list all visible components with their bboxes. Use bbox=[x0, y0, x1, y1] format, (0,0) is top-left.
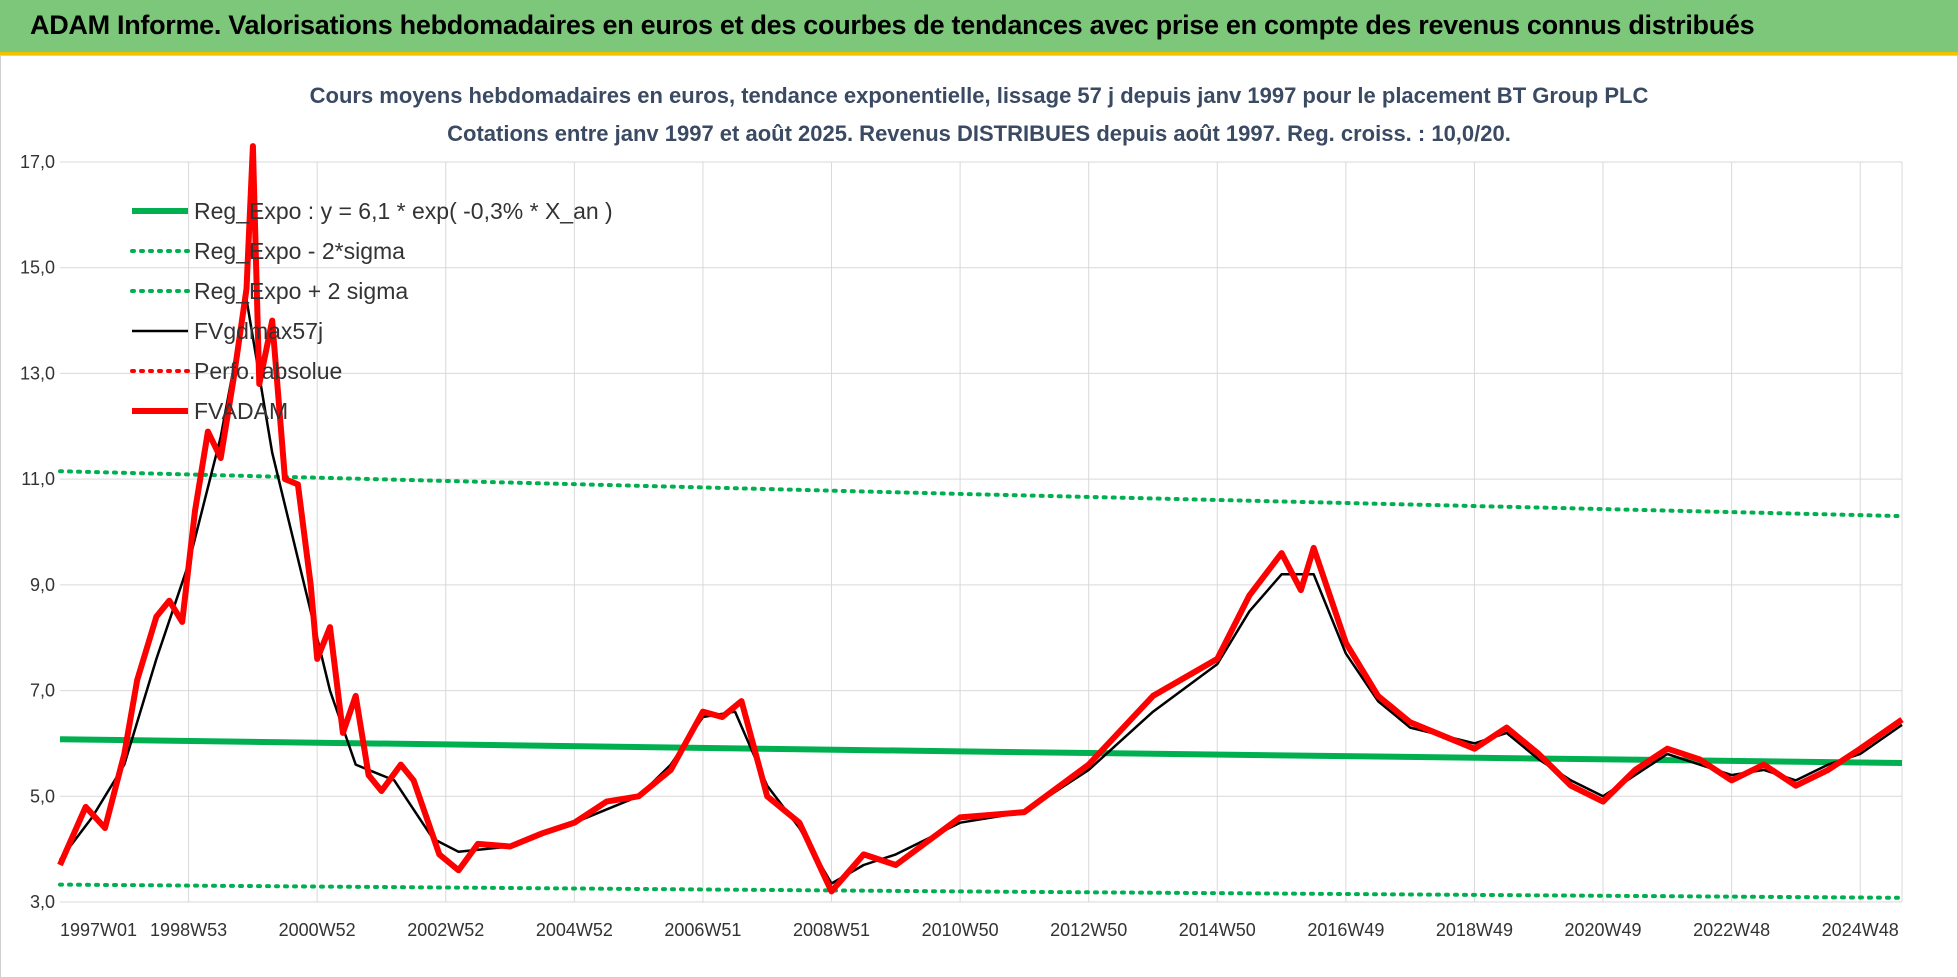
x-tick-label: 2008W51 bbox=[793, 920, 870, 940]
legend-item: Reg_Expo - 2*sigma bbox=[130, 231, 613, 271]
series-line-5 bbox=[57, 143, 1904, 895]
x-tick-label: 2014W50 bbox=[1179, 920, 1256, 940]
legend-swatch bbox=[130, 289, 190, 293]
chart-title: Cours moyens hebdomadaires en euros, ten… bbox=[309, 83, 1649, 108]
series-line-1 bbox=[58, 882, 1904, 900]
legend-item: FVADAM bbox=[130, 391, 613, 431]
series-line-0 bbox=[59, 736, 1903, 766]
legend-swatch bbox=[130, 369, 190, 373]
legend-label: FVADAM bbox=[194, 397, 289, 424]
chart-legend: Reg_Expo : y = 6,1 * exp( -0,3% * X_an )… bbox=[130, 191, 613, 431]
x-tick-label: 1998W53 bbox=[150, 920, 227, 940]
legend-swatch bbox=[132, 329, 188, 333]
header-bar: ADAM Informe. Valorisations hebdomadaire… bbox=[0, 0, 1958, 55]
legend-item: Reg_Expo : y = 6,1 * exp( -0,3% * X_an ) bbox=[130, 191, 613, 231]
x-tick-label: 2000W52 bbox=[279, 920, 356, 940]
legend-swatch bbox=[130, 249, 190, 253]
x-tick-label: 2004W52 bbox=[536, 920, 613, 940]
y-tick-label: 3,0 bbox=[30, 892, 55, 912]
x-tick-label: 2010W50 bbox=[922, 920, 999, 940]
x-tick-label: 2002W52 bbox=[407, 920, 484, 940]
x-tick-label: 2020W49 bbox=[1565, 920, 1642, 940]
x-tick-label: 2024W48 bbox=[1822, 920, 1899, 940]
x-tick-label: 1997W01 bbox=[60, 920, 137, 940]
y-tick-label: 11,0 bbox=[21, 469, 55, 489]
legend-label: Reg_Expo : y = 6,1 * exp( -0,3% * X_an ) bbox=[194, 197, 613, 224]
x-tick-label: 2018W49 bbox=[1436, 920, 1513, 940]
legend-label: Reg_Expo - 2*sigma bbox=[194, 237, 405, 264]
page-title: ADAM Informe. Valorisations hebdomadaire… bbox=[30, 10, 1755, 40]
x-tick-label: 2016W49 bbox=[1307, 920, 1384, 940]
legend-item: Perfo. absolue bbox=[130, 351, 613, 391]
legend-swatch bbox=[132, 208, 188, 214]
y-tick-label: 17,0 bbox=[20, 152, 55, 172]
y-tick-label: 13,0 bbox=[20, 363, 55, 383]
legend-item: Reg_Expo + 2 sigma bbox=[130, 271, 613, 311]
x-tick-label: 2006W51 bbox=[664, 920, 741, 940]
legend-label: FVgdmax57j bbox=[194, 317, 324, 344]
y-tick-label: 5,0 bbox=[30, 786, 55, 806]
x-tick-label: 2022W48 bbox=[1693, 920, 1770, 940]
y-tick-label: 9,0 bbox=[30, 575, 55, 595]
series-line-2 bbox=[58, 469, 1904, 519]
legend-item: FVgdmax57j bbox=[130, 311, 613, 351]
x-tick-label: 2012W50 bbox=[1050, 920, 1127, 940]
y-tick-label: 7,0 bbox=[30, 681, 55, 701]
legend-label: Perfo. absolue bbox=[194, 357, 343, 384]
legend-swatch bbox=[132, 408, 188, 414]
y-tick-label: 15,0 bbox=[20, 258, 55, 278]
chart-area bbox=[0, 55, 1958, 978]
chart-subtitle: Cotations entre janv 1997 et août 2025. … bbox=[447, 121, 1511, 146]
legend-label: Reg_Expo + 2 sigma bbox=[194, 277, 409, 304]
